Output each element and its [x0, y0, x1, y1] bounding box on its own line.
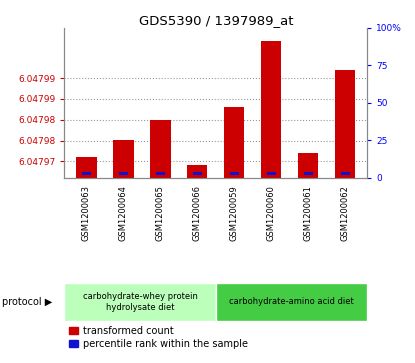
- Bar: [156, 172, 165, 175]
- Text: GSM1200065: GSM1200065: [156, 185, 165, 241]
- Bar: [304, 172, 313, 175]
- Bar: [187, 166, 208, 178]
- Text: carbohydrate-amino acid diet: carbohydrate-amino acid diet: [229, 298, 354, 306]
- Title: GDS5390 / 1397989_at: GDS5390 / 1397989_at: [139, 14, 293, 27]
- Text: GSM1200062: GSM1200062: [341, 185, 349, 241]
- Legend: transformed count, percentile rank within the sample: transformed count, percentile rank withi…: [69, 326, 248, 349]
- Text: GSM1200064: GSM1200064: [119, 185, 128, 241]
- Bar: [298, 153, 318, 178]
- Bar: [341, 172, 350, 175]
- Bar: [113, 140, 134, 178]
- Bar: [267, 172, 276, 175]
- Bar: [82, 172, 91, 175]
- Text: GSM1200059: GSM1200059: [230, 185, 239, 241]
- Bar: [335, 70, 355, 178]
- Bar: [150, 120, 171, 178]
- Bar: [224, 107, 244, 178]
- Text: carbohydrate-whey protein
hydrolysate diet: carbohydrate-whey protein hydrolysate di…: [83, 292, 198, 312]
- Text: GSM1200060: GSM1200060: [267, 185, 276, 241]
- Bar: [216, 283, 367, 321]
- Text: GSM1200063: GSM1200063: [82, 185, 91, 241]
- Bar: [64, 283, 216, 321]
- Text: GSM1200066: GSM1200066: [193, 185, 202, 241]
- Bar: [193, 172, 202, 175]
- Bar: [76, 157, 97, 178]
- Bar: [261, 41, 281, 178]
- Bar: [119, 172, 128, 175]
- Bar: [229, 172, 239, 175]
- Text: protocol ▶: protocol ▶: [2, 297, 52, 307]
- Text: GSM1200061: GSM1200061: [304, 185, 312, 241]
